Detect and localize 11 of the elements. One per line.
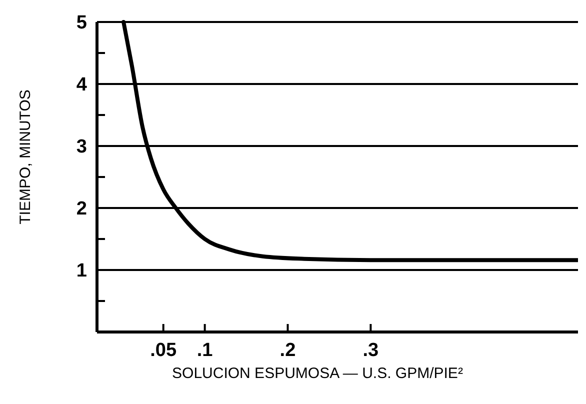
x-axis-title: SOLUCION ESPUMOSA — U.S. GPM/PIE² xyxy=(172,365,463,382)
y-tick-label: 2 xyxy=(76,198,87,220)
x-tick-label: .3 xyxy=(362,340,379,361)
y-tick-label: 3 xyxy=(76,136,87,158)
x-tick-label: .1 xyxy=(196,340,214,361)
x-tick-label: .2 xyxy=(280,340,296,361)
y-tick-label: 5 xyxy=(76,12,88,34)
y-tick-label: 4 xyxy=(76,74,88,96)
y-axis-title: TIEMPO, MINUTOS xyxy=(17,90,34,224)
y-tick-label: 1 xyxy=(76,260,88,282)
x-tick-label: .05 xyxy=(150,340,177,361)
